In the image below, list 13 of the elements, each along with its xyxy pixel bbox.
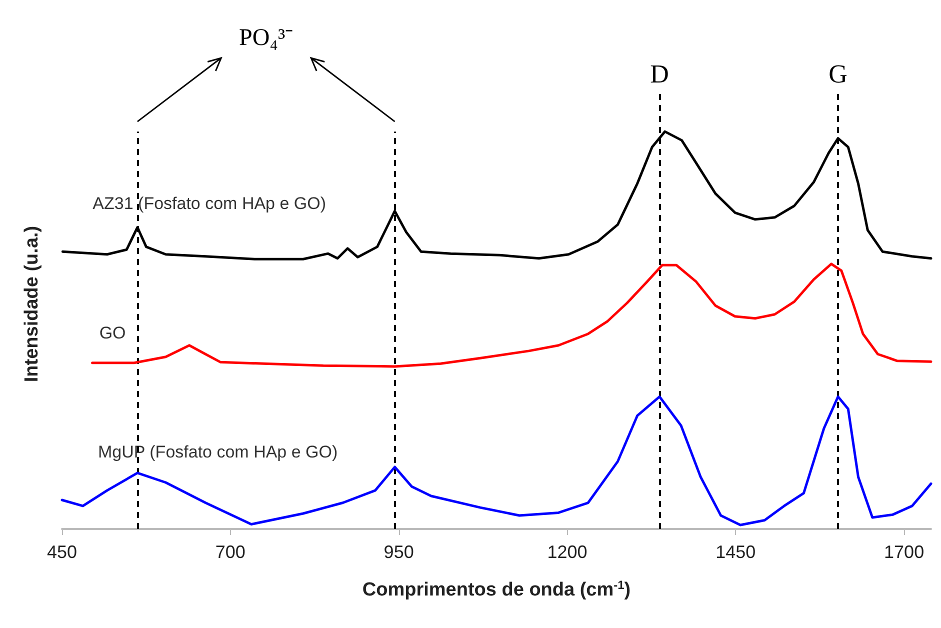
text: AZ31 (Fosfato com HAp e GO) (92, 194, 326, 214)
ref-line-label: G (828, 59, 848, 88)
x-tick-label: 450 (46, 542, 78, 562)
ref-line-label: D (650, 59, 669, 88)
series-label: GO (99, 323, 126, 342)
y-axis-title: Intensidade (u.a.) (22, 226, 42, 382)
series-label: MgUP (Fosfato com HAp e GO) (98, 442, 338, 462)
x-tick-label: 700 (215, 542, 246, 562)
x-tick-label: 1700 (884, 542, 924, 562)
x-tick-label: 1450 (716, 542, 756, 562)
text: PO₄³⁻ (238, 25, 294, 51)
x-tick-label: 1200 (547, 542, 588, 562)
x-tick-label: 950 (384, 542, 414, 562)
